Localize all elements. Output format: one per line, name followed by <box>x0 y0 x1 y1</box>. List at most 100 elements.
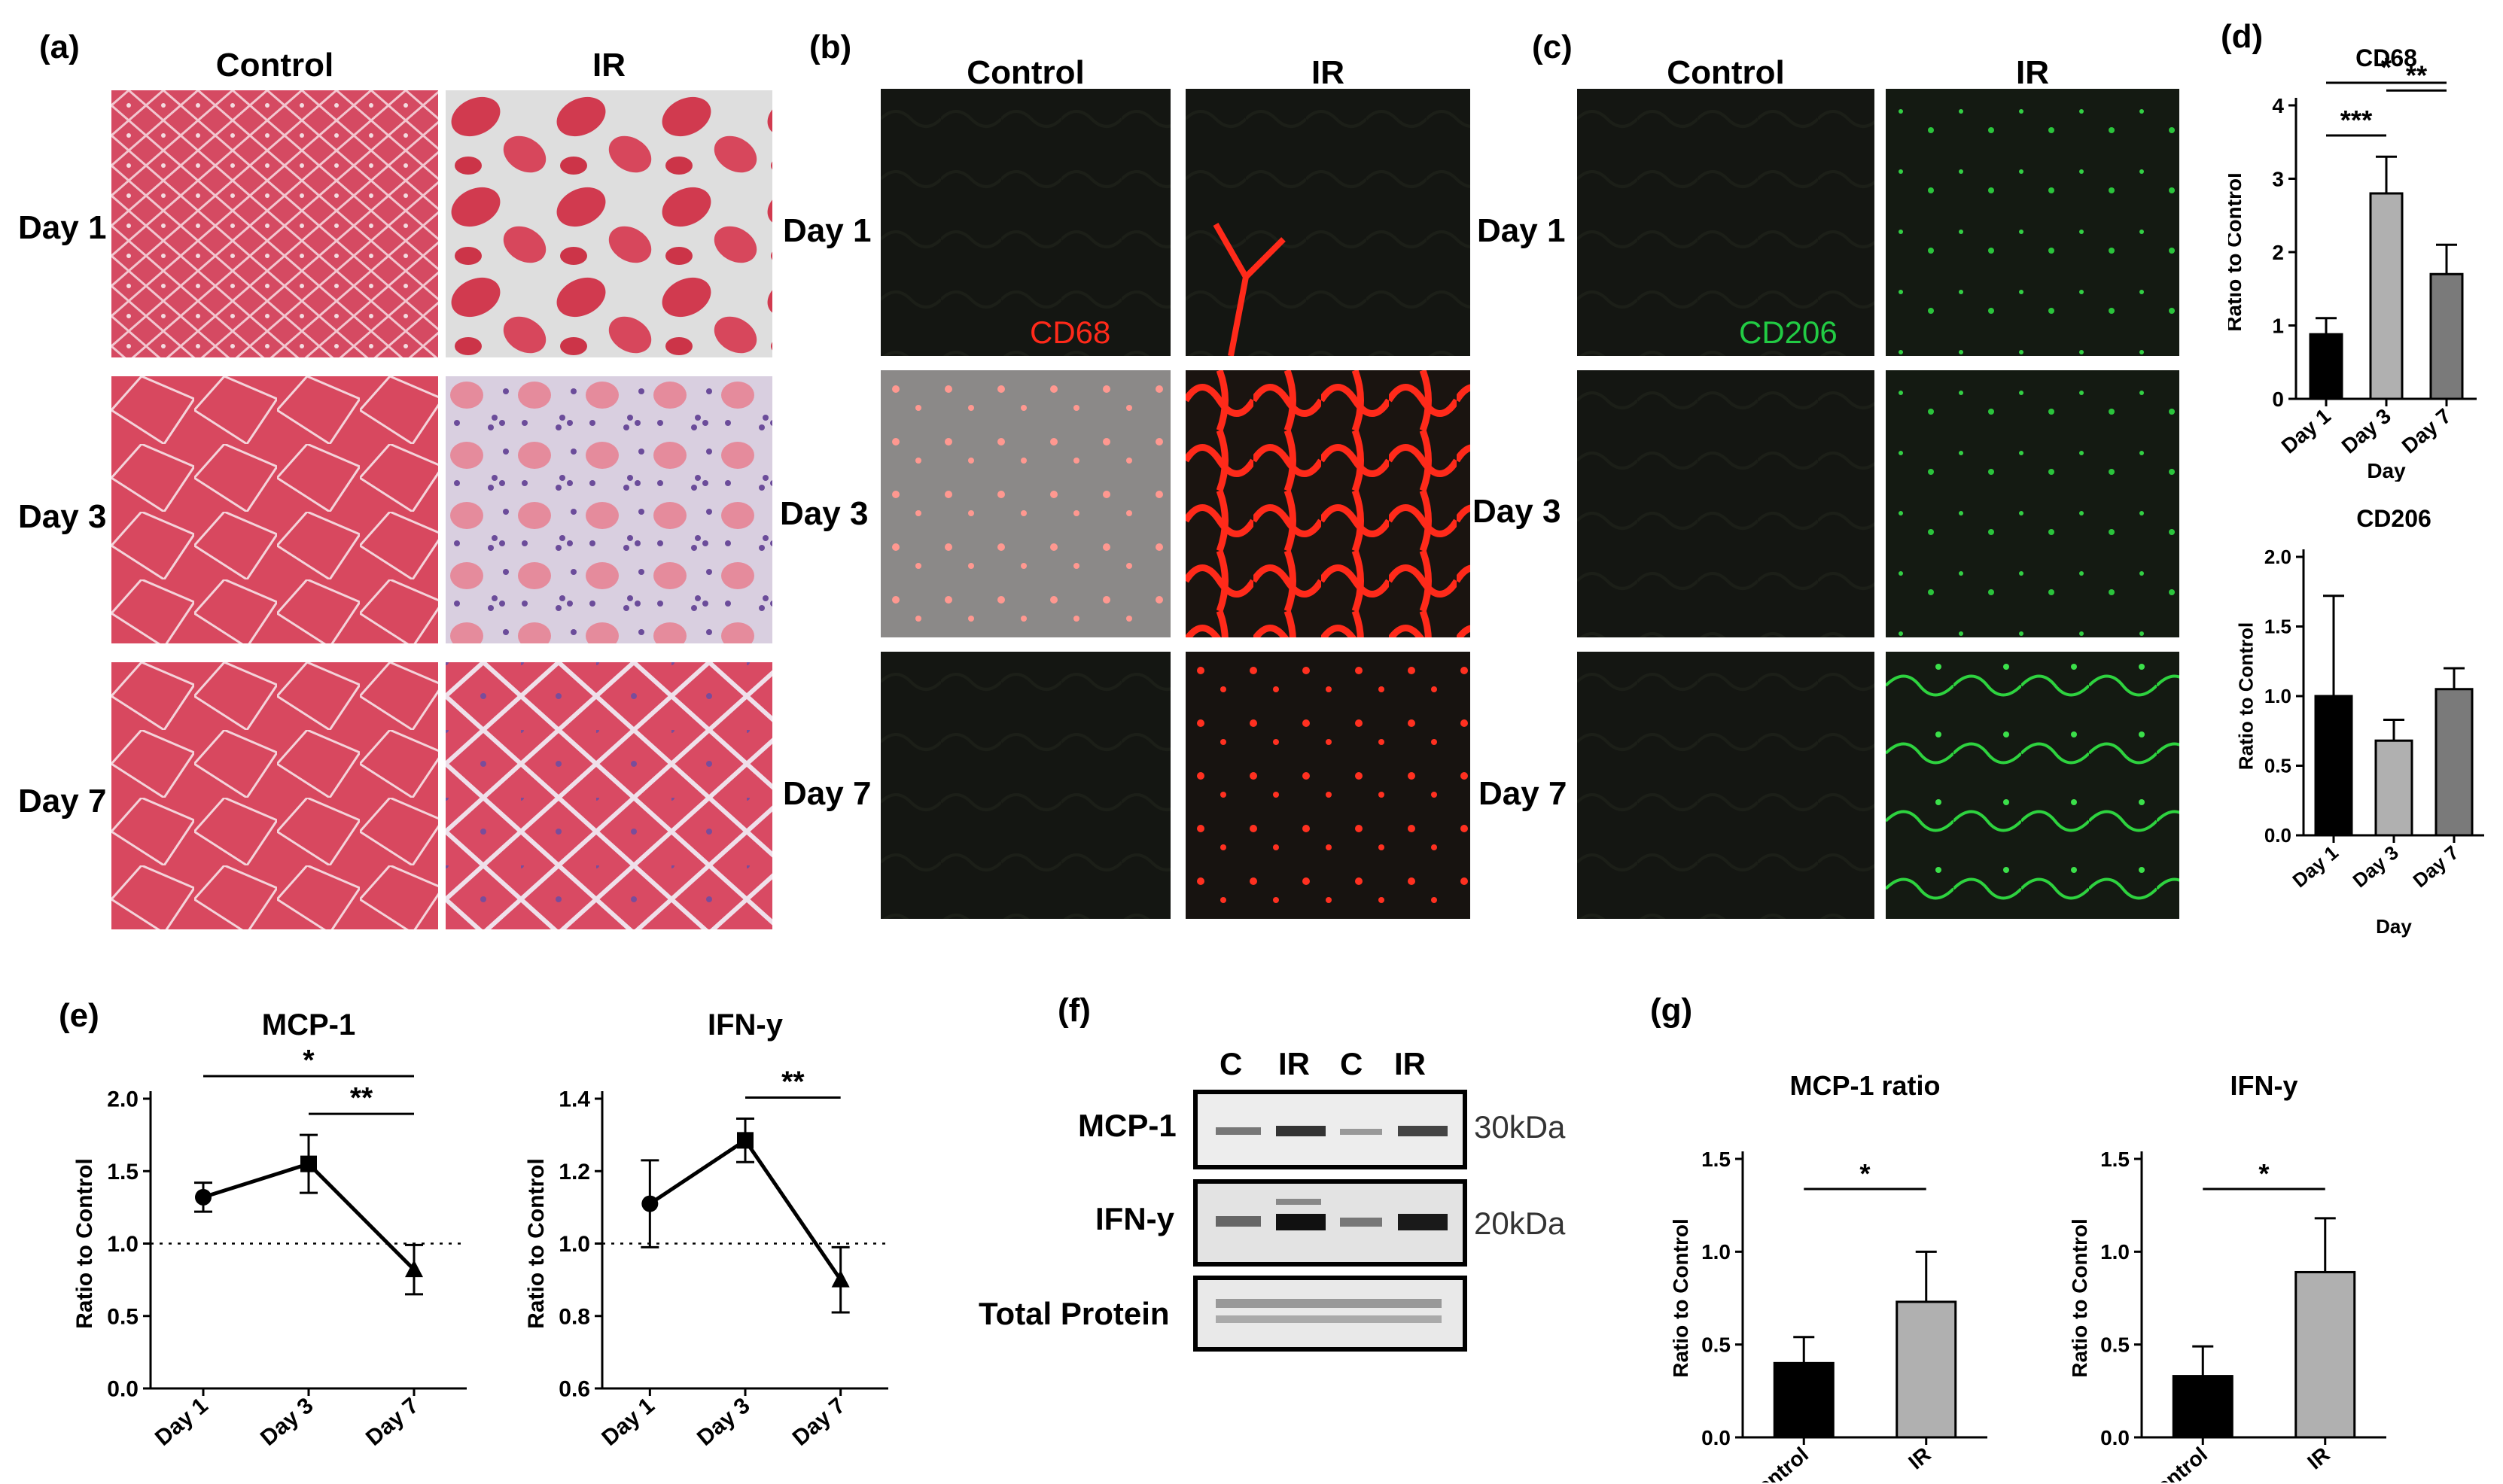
g_mcp1-ytick-label: 0.0 <box>1701 1426 1731 1449</box>
g_mcp1-bar <box>1773 1361 1835 1439</box>
d_cd68-xtick-label: Day 3 <box>2337 404 2395 458</box>
e_mcp1-xtick-label: Day 1 <box>151 1393 213 1451</box>
d_cd206-ytick-label: 0.5 <box>2264 755 2291 777</box>
panel-d-label: (d) <box>2221 18 2264 55</box>
band-label-total-protein: Total Protein <box>979 1296 1170 1331</box>
g_mcp1-title: MCP-1 ratio <box>1789 1070 1940 1101</box>
g_ifn-ylabel: Ratio to Control <box>2068 1218 2091 1378</box>
e_mcp1-point <box>405 1260 423 1278</box>
panel-c-col-ir: IR <box>2016 54 2049 91</box>
e_ifn-point <box>641 1195 659 1212</box>
panel-b-row-day3: Day 3 <box>780 495 869 532</box>
d_cd206-xtick-label: Day 7 <box>2408 841 2462 893</box>
g_ifn-xtick-label: Control <box>2139 1443 2212 1482</box>
d_cd68-sig-label: *** <box>2340 105 2373 135</box>
chart-d-cd206: CD206 0.0 0.5 1.0 1.5 2.0 Ratio to Control Day … <box>2234 505 2484 938</box>
panel-c-row-day3: Day 3 <box>1472 493 1561 530</box>
e_mcp1-ytick-label: 1.0 <box>107 1232 139 1257</box>
e_mcp1-ytick-label: 0.5 <box>107 1304 139 1329</box>
he-ir-day3-image <box>446 376 772 643</box>
d_cd206-ytick-label: 1.0 <box>2264 685 2291 707</box>
g_ifn-ytick-label: 0.5 <box>2100 1333 2130 1356</box>
cd68-stain-label: CD68 <box>1030 315 1111 350</box>
g_mcp1-ytick-label: 1.0 <box>1701 1240 1731 1264</box>
cd206-control-day3-image <box>1577 370 1874 637</box>
panel-f-label: (f) <box>1058 992 1091 1029</box>
e_mcp1-xtick-label: Day 7 <box>361 1393 424 1451</box>
e_ifn-ytick-label: 1.4 <box>559 1087 590 1112</box>
d_cd68-ylabel: Ratio to Control <box>2228 172 2246 332</box>
g_mcp1-ylabel: Ratio to Control <box>1669 1218 1692 1378</box>
d_cd68-ytick-label: 2 <box>2272 241 2284 264</box>
chart-e-mcp1: MCP-1 0.0 0.5 1.0 1.5 2.0 Ratio to Control Day … <box>72 1008 467 1451</box>
lane-label-1: C <box>1220 1046 1243 1081</box>
d_cd68-ytick-label: 3 <box>2272 167 2284 190</box>
cd68-ir-day1-image <box>1186 89 1470 356</box>
d_cd68-ytick-label: 0 <box>2272 388 2284 411</box>
d_cd68-sig-label: * <box>2381 52 2392 83</box>
d_cd206-bar <box>2434 688 2474 837</box>
e_ifn-ytick-label: 0.8 <box>559 1304 590 1329</box>
panel-b-row-day7: Day 7 <box>783 775 872 812</box>
panel-a-col-ir: IR <box>592 47 626 84</box>
chart-d-cd68: CD68 0 1 2 3 4 Ratio to Control Day 1 Day 3 Day 7… <box>2228 44 2477 482</box>
d_cd68-ytick-label: 4 <box>2272 94 2284 117</box>
d_cd68-xlabel: Day <box>2367 459 2406 482</box>
g_ifn-xtick-label: IR <box>2303 1443 2334 1474</box>
panel-c-row-day1: Day 1 <box>1477 212 1566 249</box>
d_cd206-ylabel: Ratio to Control <box>2234 622 2257 770</box>
panel-c-row-day7: Day 7 <box>1478 775 1567 812</box>
e_ifn-point <box>831 1270 850 1288</box>
g_mcp1-xtick-label: Control <box>1740 1443 1813 1482</box>
e_mcp1-xtick-label: Day 3 <box>256 1393 318 1451</box>
band-size-ifn: 20kDa <box>1474 1206 1566 1241</box>
d_cd206-bar <box>2374 739 2413 837</box>
d_cd206-title: CD206 <box>2356 505 2431 532</box>
e_mcp1-ytick-label: 1.5 <box>107 1160 139 1184</box>
e_ifn-xtick-label: Day 1 <box>597 1393 659 1451</box>
g_ifn-ytick-label: 1.5 <box>2100 1148 2130 1171</box>
d_cd206-xtick-label: Day 1 <box>2288 841 2342 893</box>
d_cd206-ytick-label: 2.0 <box>2264 546 2291 568</box>
panel-b-col-ir: IR <box>1311 54 1344 91</box>
g_ifn-title: IFN-y <box>2230 1070 2298 1101</box>
lane-label-3: C <box>1340 1046 1363 1081</box>
g_mcp1-sig-label: * <box>1859 1158 1871 1189</box>
g_mcp1-ytick-label: 0.5 <box>1701 1333 1731 1356</box>
e_mcp1-title: MCP-1 <box>262 1008 355 1042</box>
e_ifn-ytick-label: 0.6 <box>559 1377 590 1402</box>
d_cd68-bar <box>2309 333 2343 400</box>
d_cd206-ytick-label: 0.0 <box>2264 824 2291 847</box>
chart-g-mcp1: MCP-1 ratio 0.0 0.5 1.0 1.5 Ratio to Control C… <box>1669 1070 1987 1482</box>
g_ifn-ytick-label: 0.0 <box>2100 1426 2130 1449</box>
cd68-control-day7-image <box>881 652 1171 919</box>
cd206-ir-day3-image <box>1886 370 2179 637</box>
band-label-ifn: IFN-y <box>1095 1201 1174 1236</box>
e_mcp1-point <box>300 1155 317 1172</box>
lane-label-2: IR <box>1278 1046 1310 1081</box>
g_ifn-bar <box>2294 1270 2356 1439</box>
e_mcp1-sig-label: ** <box>350 1082 373 1115</box>
e_mcp1-sig-label: * <box>303 1045 315 1077</box>
cd68-control-day3-image <box>881 370 1171 637</box>
e_mcp1-ytick-label: 2.0 <box>107 1087 139 1112</box>
d_cd206-ytick-label: 1.5 <box>2264 616 2291 638</box>
panel-b-col-control: Control <box>967 54 1085 91</box>
panel-g-label: (g) <box>1650 992 1693 1029</box>
cd68-control-day1-image <box>881 89 1171 356</box>
g_mcp1-bar <box>1896 1300 1957 1439</box>
cd206-ir-day1-image <box>1886 89 2179 356</box>
he-control-day1-image <box>111 90 438 357</box>
panel-a-col-control: Control <box>215 47 334 84</box>
d_cd68-xtick-label: Day 7 <box>2398 404 2456 458</box>
d_cd68-title: CD68 <box>2355 44 2417 71</box>
panel-c-label: (c) <box>1532 29 1573 65</box>
d_cd206-bar <box>2314 695 2353 837</box>
panel-b-label: (b) <box>809 29 852 65</box>
e_mcp1-ytick-label: 0.0 <box>107 1377 139 1402</box>
g_ifn-ytick-label: 1.0 <box>2100 1240 2130 1264</box>
e_ifn-sig-label: ** <box>781 1066 805 1098</box>
cd206-ir-day7-image <box>1886 652 2179 919</box>
he-control-day7-image <box>111 662 438 929</box>
d_cd68-bar <box>2429 272 2464 400</box>
